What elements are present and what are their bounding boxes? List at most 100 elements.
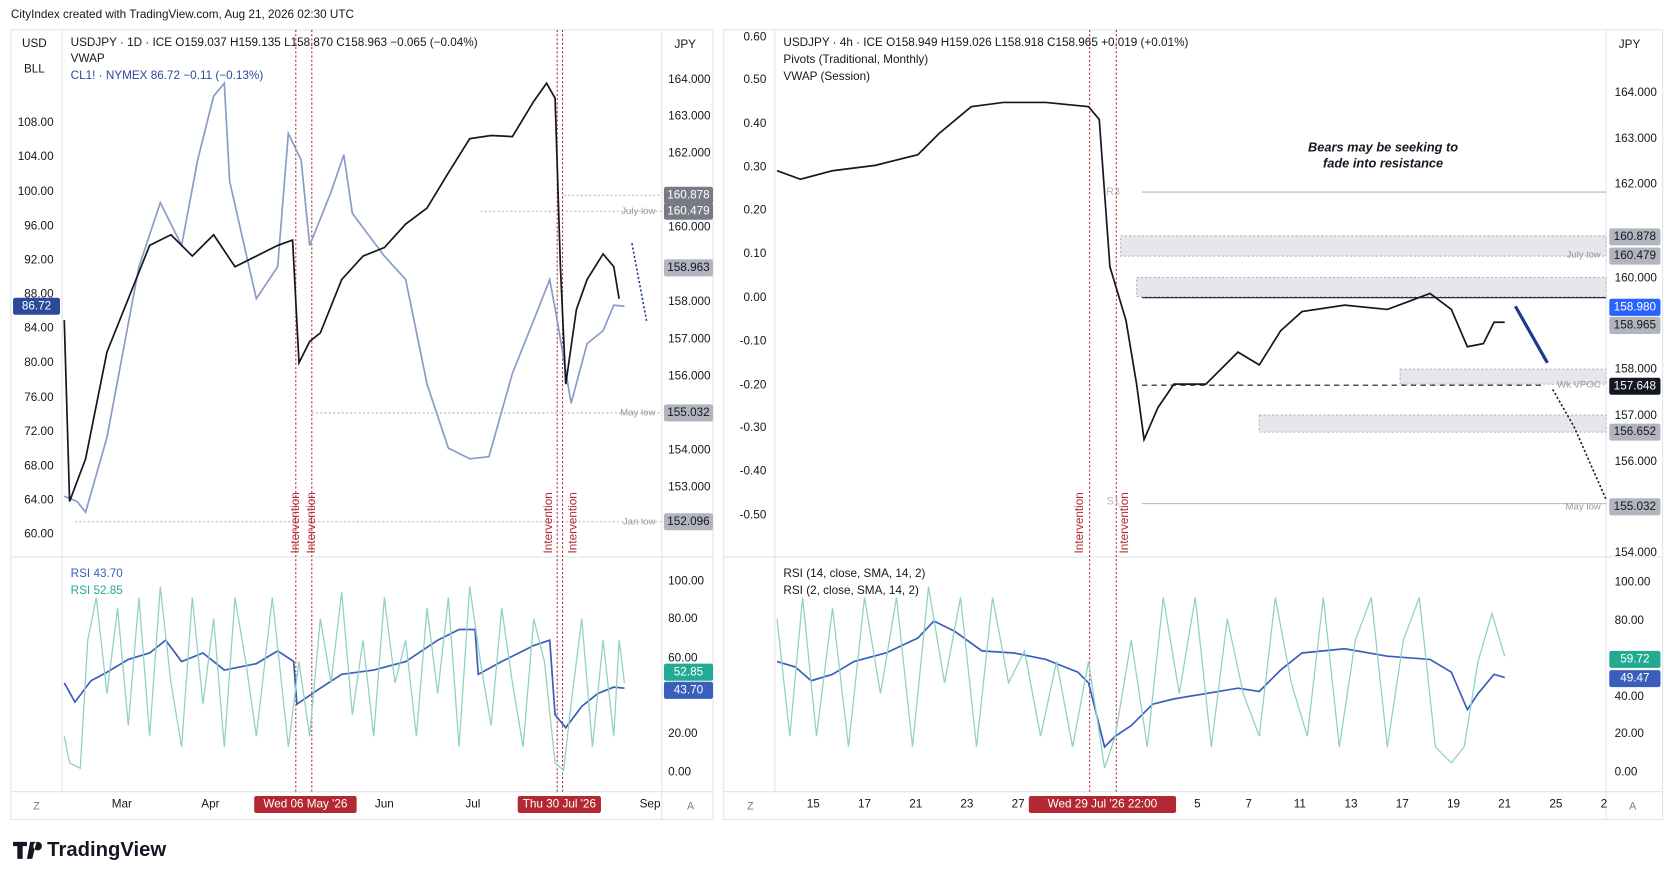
currency-label: JPY xyxy=(675,38,697,51)
time-axis-label: 27 xyxy=(1012,798,1025,811)
corner-button: Z xyxy=(747,800,754,812)
rsi-tag: 52.85 xyxy=(674,665,704,678)
right-axis-label: 164.000 xyxy=(668,73,711,86)
rsi-axis-label: 0.00 xyxy=(668,766,691,779)
pivot-label: S1 xyxy=(1107,495,1120,507)
left-axis-label: 0.40 xyxy=(744,117,767,130)
left-arrow xyxy=(631,243,648,323)
corner-button: A xyxy=(1629,800,1637,812)
right-axis-label: 158.000 xyxy=(1615,362,1658,375)
brand: TradingView xyxy=(47,839,166,861)
left-price-tag-bg xyxy=(13,297,60,315)
legend-line: USDJPY · 4h · ICE O158.949 H159.026 L158… xyxy=(783,36,1188,49)
price-tag: 157.648 xyxy=(1614,379,1657,392)
right-axis-label: 158.000 xyxy=(668,295,711,308)
price-tag-bg xyxy=(1609,316,1661,334)
left-axis-label: -0.40 xyxy=(740,465,767,478)
event-label: Intervention xyxy=(1118,492,1131,553)
annotation: Bears may be seeking to xyxy=(1308,140,1458,155)
rsi-axis-label: 100.00 xyxy=(1615,576,1651,589)
event-label: Intervention xyxy=(1073,492,1086,553)
price-tag-bg xyxy=(1609,247,1661,265)
left-axis-label: 108.00 xyxy=(18,116,54,129)
right-rsi2 xyxy=(776,586,1506,769)
price-tag-bg xyxy=(1609,498,1661,516)
usdjpy-4h-line xyxy=(776,101,1505,443)
left-axis-label: 80.00 xyxy=(24,356,54,369)
left-axis-label: -0.50 xyxy=(740,508,767,521)
right-axis-label: 153.000 xyxy=(668,481,711,494)
rsi-tag: 43.70 xyxy=(674,683,704,696)
right-zones xyxy=(1120,235,1607,433)
time-axis-label: 5 xyxy=(1194,798,1201,811)
rsi-axis-label: 60.00 xyxy=(668,651,698,664)
time-axis-label: 25 xyxy=(1549,798,1563,811)
rsi-tag-bg xyxy=(1609,670,1661,688)
rsi-tag-bg xyxy=(663,663,713,681)
right-axis-label: 164.000 xyxy=(1615,86,1658,99)
time-tag: Wed 29 Jul '26 22:00 xyxy=(1048,798,1158,811)
price-tag-bg xyxy=(1609,377,1661,395)
annotation: fade into resistance xyxy=(1323,156,1443,171)
right-axis-label: 160.000 xyxy=(668,220,711,233)
left-axis-label: 72.00 xyxy=(24,425,54,438)
event-label: Intervention xyxy=(542,492,555,553)
level-label: July low xyxy=(621,206,655,217)
rsi-tag-bg xyxy=(1609,650,1661,668)
event-label: Intervention xyxy=(289,492,302,553)
left-price-tag: 86.72 xyxy=(22,299,51,312)
rsi-tag-bg xyxy=(663,681,713,699)
currency-label: JPY xyxy=(1619,38,1641,51)
time-tag-bg xyxy=(254,795,357,814)
left-axis-label: -0.20 xyxy=(740,378,767,391)
right-arrow xyxy=(1513,305,1549,364)
rsi-axis-label: 20.00 xyxy=(668,727,698,740)
price-tag-bg xyxy=(663,404,713,422)
time-axis-label: 21 xyxy=(1498,798,1511,811)
time-axis-label: 11 xyxy=(1294,798,1306,811)
price-tag-bg xyxy=(663,513,713,531)
legend-line: VWAP (Session) xyxy=(783,70,870,83)
rsi-legend: RSI 52.85 xyxy=(71,584,124,597)
left-axis-label: 100.00 xyxy=(18,185,54,198)
right-level-lines xyxy=(1141,191,1607,505)
legend-line: VWAP xyxy=(71,52,105,65)
legend-line: USDJPY · 1D · ICE O159.037 H159.135 L158… xyxy=(71,36,478,49)
rsi-axis-label: 40.00 xyxy=(1615,690,1645,703)
left-axis-label: 0.10 xyxy=(744,247,767,260)
right-axis-label: 162.000 xyxy=(668,147,711,160)
left-axis-label: 0.00 xyxy=(744,291,767,304)
price-tag-bg xyxy=(663,202,713,220)
left-axis-label: -0.10 xyxy=(740,335,767,348)
time-axis-label: Apr xyxy=(201,798,219,811)
left-axis-label: 76.00 xyxy=(24,391,54,404)
left-axis-label: 0.50 xyxy=(744,73,767,86)
price-tag: 156.652 xyxy=(1614,425,1656,438)
rsi-legend: RSI (14, close, SMA, 14, 2) xyxy=(783,567,925,580)
right-axis-label: 156.000 xyxy=(1615,455,1658,468)
price-tag-bg xyxy=(663,259,713,277)
event-label: Intervention xyxy=(305,492,318,553)
left-level-lines xyxy=(74,194,662,523)
price-tag: 160.878 xyxy=(667,188,710,201)
time-axis-label: 19 xyxy=(1447,798,1460,811)
price-tag-bg xyxy=(663,186,713,204)
right-axis-label: 163.000 xyxy=(1615,132,1658,145)
price-tag: 160.479 xyxy=(667,204,709,217)
time-axis-label: 17 xyxy=(858,798,871,811)
time-axis-label: Jun xyxy=(375,798,394,811)
corner-button: A xyxy=(687,800,695,812)
rsi-tag: 49.47 xyxy=(1620,672,1649,685)
left-event-lines xyxy=(295,29,564,792)
left-axis-label: 60.00 xyxy=(24,528,54,541)
time-axis-label: 17 xyxy=(1396,798,1409,811)
rsi-axis-label: 0.00 xyxy=(1615,766,1638,779)
left-axis-label: -0.30 xyxy=(740,421,767,434)
rsi-legend: RSI (2, close, SMA, 14, 2) xyxy=(783,584,919,597)
right-axis-label: 154.000 xyxy=(1615,546,1658,559)
left-rsi14 xyxy=(63,628,625,730)
right-axis-label: 163.000 xyxy=(668,109,711,122)
level-label: Jan low xyxy=(623,516,656,527)
right-axis-label: 154.000 xyxy=(668,443,711,456)
